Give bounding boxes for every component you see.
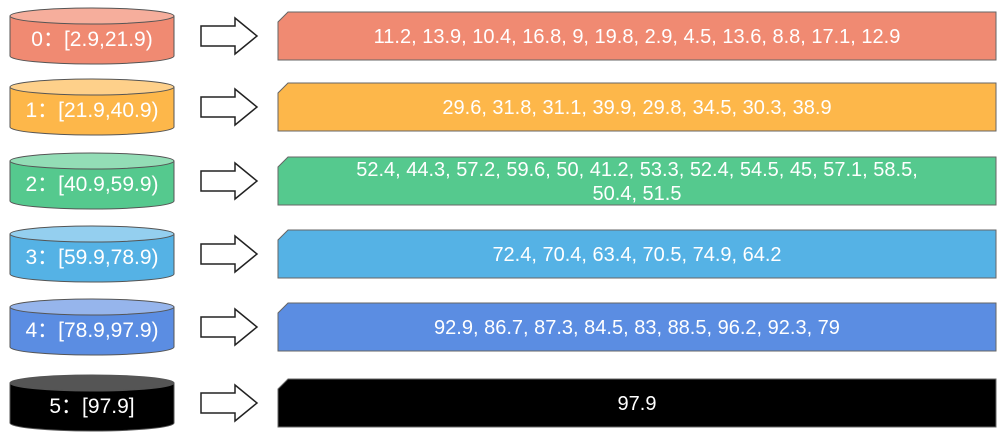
- bucket-label: 2：[40.9,59.9): [25, 173, 158, 196]
- bucket-label: 1：[21.9,40.9): [25, 99, 158, 122]
- bucket-values-text: 50.4, 51.5: [593, 183, 682, 205]
- bucket-cylinder: 3：[59.9,78.9): [9, 225, 175, 283]
- bucket-values-box: [277, 11, 997, 61]
- bucket-values-box: [277, 229, 997, 279]
- bucket-cylinder: 1：[21.9,40.9): [9, 78, 175, 136]
- bucket-values-box: [277, 378, 997, 428]
- bucket-cylinder: 5：[97.9]: [9, 374, 175, 432]
- arrow-right-icon: [200, 383, 259, 423]
- bucket-label: 4：[78.9,97.9): [25, 319, 158, 342]
- bucket-row-0: 0：[2.9,21.9) 11.2, 13.9, 10.4, 16.8, 9, 1…: [9, 7, 997, 65]
- bucket-values-text: 72.4, 70.4, 63.4, 70.5, 74.9, 64.2: [492, 244, 781, 266]
- arrow-right-icon: [200, 161, 259, 201]
- arrow-right-icon: [200, 16, 259, 56]
- bucket-values-box: [277, 302, 997, 352]
- bucket-values-text: 52.4, 44.3, 57.2, 59.6, 50, 41.2, 53.3, …: [356, 159, 918, 181]
- bucket-label: 0：[2.9,21.9): [31, 28, 152, 51]
- arrow-right-icon: [200, 234, 259, 274]
- bucket-cylinder: 2：[40.9,59.9): [9, 152, 175, 210]
- bucket-row-3: 3：[59.9,78.9) 72.4, 70.4, 63.4, 70.5, 74.…: [9, 225, 997, 283]
- bucket-values-text: 29.6, 31.8, 31.1, 39.9, 29.8, 34.5, 30.3…: [442, 97, 831, 119]
- bucket-values-text: 97.9: [618, 393, 657, 415]
- bucket-values-box: [277, 82, 997, 132]
- bucket-values-box: [277, 156, 997, 206]
- bucket-row-5: 5：[97.9] 97.9: [9, 374, 997, 432]
- bucket-values-text: 11.2, 13.9, 10.4, 16.8, 9, 19.8, 2.9, 4.…: [374, 26, 901, 48]
- bucket-row-1: 1：[21.9,40.9) 29.6, 31.8, 31.1, 39.9, 29.…: [9, 78, 997, 136]
- bucket-label: 3：[59.9,78.9): [25, 246, 158, 269]
- bucket-values-text: 92.9, 86.7, 87.3, 84.5, 83, 88.5, 96.2, …: [434, 317, 840, 339]
- arrow-right-icon: [200, 87, 259, 127]
- arrow-right-icon: [200, 307, 259, 347]
- bucket-row-4: 4：[78.9,97.9) 92.9, 86.7, 87.3, 84.5, 83,…: [9, 298, 997, 356]
- bucket-row-2: 2：[40.9,59.9) 52.4, 44.3, 57.2, 59.6, 50,…: [9, 152, 997, 210]
- bucket-label: 5：[97.9]: [49, 395, 134, 418]
- bucket-cylinder: 4：[78.9,97.9): [9, 298, 175, 356]
- bucket-cylinder: 0：[2.9,21.9): [9, 7, 175, 65]
